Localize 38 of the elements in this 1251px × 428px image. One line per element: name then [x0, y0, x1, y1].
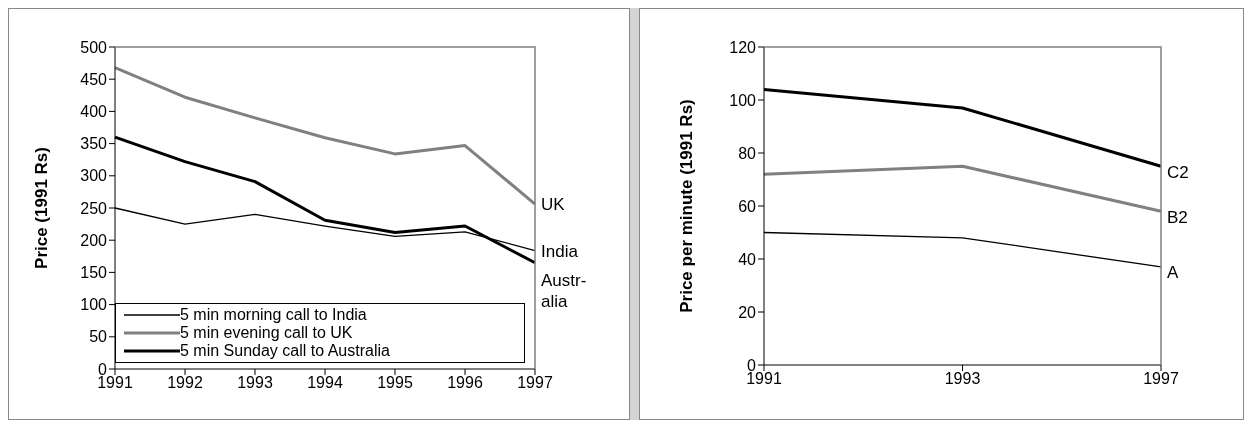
legend-label: 5 min morning call to India	[180, 306, 367, 324]
series-label: C2	[1167, 162, 1189, 182]
y-tick-label: 350	[80, 135, 108, 153]
line-series	[113, 66, 537, 206]
x-tick-label: 1991	[97, 374, 133, 392]
y-tick-label: 400	[80, 103, 108, 121]
x-tick-label: 1996	[447, 374, 483, 392]
x-tick-label: 1994	[307, 374, 343, 392]
y-tick-label: 50	[89, 328, 108, 346]
y-tick-label: 100	[80, 296, 108, 314]
legend-label: 5 min evening call to UK	[180, 324, 353, 342]
x-tick-label: 1991	[746, 370, 782, 388]
y-tick-label: 60	[738, 197, 757, 215]
y-tick-label: 450	[80, 70, 108, 88]
y-tick-label: 20	[738, 303, 757, 321]
y-tick-label: 100	[729, 91, 757, 109]
annotation: UK	[541, 194, 566, 214]
annotation: India	[541, 241, 579, 260]
y-tick-label: 200	[80, 231, 108, 249]
x-tick-label: 1997	[1143, 370, 1179, 388]
annotation: Austr- alia	[541, 270, 587, 310]
legend-label: 5 min Sunday call to Australia	[180, 342, 390, 360]
y-tick-label: 250	[80, 199, 108, 217]
y-tick-label: 120	[729, 38, 757, 56]
y-tick-label: 150	[80, 264, 108, 282]
y-tick-label: 40	[738, 250, 757, 268]
x-tick-label: 1993	[237, 374, 273, 392]
series-label: A	[1167, 263, 1179, 283]
y-tick-label: 80	[738, 144, 757, 162]
y-axis-title: Price (1991 Rs)	[32, 147, 52, 269]
x-tick-label: 1992	[167, 374, 203, 392]
y-tick-label: 500	[80, 38, 108, 56]
x-tick-label: 1997	[517, 374, 553, 392]
series-label: B2	[1167, 207, 1188, 227]
x-tick-label: 1993	[944, 370, 981, 388]
y-tick-label: 300	[80, 167, 108, 185]
y-axis-title: Price per minute (1991 Rs)	[677, 99, 697, 313]
x-tick-label: 1995	[377, 374, 413, 392]
